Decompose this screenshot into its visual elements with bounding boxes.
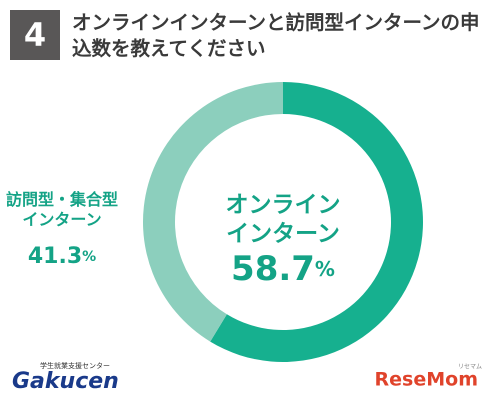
category-label: オンラインインターン <box>226 192 341 247</box>
question-number: 4 <box>10 10 60 60</box>
donut-segment <box>143 82 283 342</box>
value-label: 41.3% <box>28 244 96 269</box>
logo-sub: 学生就業支援センター <box>40 361 110 370</box>
logo: Gakucen <box>12 369 119 394</box>
logo: ReseMom <box>375 369 478 391</box>
value-label: 58.7% <box>231 249 335 289</box>
logo-sub: リセマム <box>458 364 482 371</box>
donut-segment <box>210 82 424 362</box>
chart-title: オンラインインターンと訪問型インターンの申込数を教えてください <box>72 11 480 60</box>
category-label: 訪問型・集合型インターン <box>6 190 118 229</box>
